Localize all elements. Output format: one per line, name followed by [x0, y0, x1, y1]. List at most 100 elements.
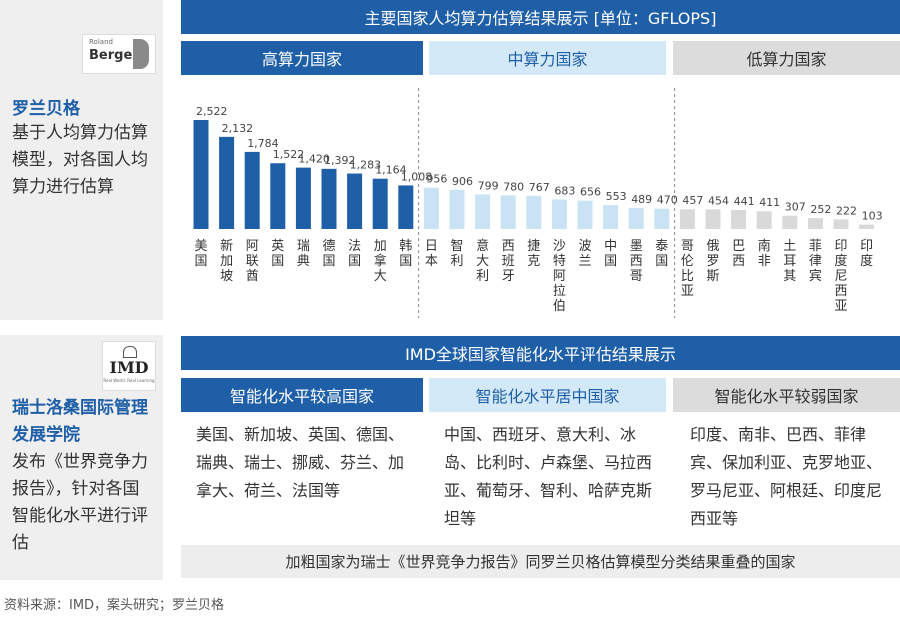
category-label: 德国 — [322, 239, 335, 269]
group-header-low: 低算力国家 — [673, 41, 900, 75]
bar — [731, 209, 747, 229]
category-label: 新加坡 — [220, 238, 233, 284]
group-header-mid: 中算力国家 — [429, 41, 666, 75]
bar-value-label: 906 — [452, 175, 473, 188]
category-label: 智利 — [450, 239, 463, 269]
bar-value-label: 656 — [580, 186, 601, 199]
category-label: 菲律宾 — [809, 239, 822, 284]
category-label: 韩国 — [399, 239, 412, 269]
bar — [833, 219, 849, 229]
group-header-high-label: 高算力国家 — [261, 50, 342, 69]
category-label: 印度尼西亚 — [834, 239, 847, 314]
note-bar: 加粗国家为瑞士《世界竞争力报告》同罗兰贝格估算模型分类结果重叠的国家 — [181, 545, 900, 578]
bar — [219, 136, 235, 229]
bar-value-label: 1,283 — [350, 159, 382, 172]
bar-value-label: 457 — [682, 194, 703, 207]
bar — [398, 185, 414, 229]
imd-logo: IMD Real World. Real Learning — [102, 341, 156, 391]
bar-value-label: 780 — [503, 180, 524, 193]
bottom-title-bar: IMD全球国家智能化水平评估结果展示 — [181, 336, 900, 370]
category-label: 加拿大 — [374, 239, 387, 284]
bar-value-label: 767 — [529, 181, 550, 194]
imd-group-low-text: 印度、南非、巴西、菲律宾、保加利亚、克罗地亚、罗马尼亚、阿根廷、印度尼西亚等 — [690, 425, 883, 528]
bar-value-label: 411 — [759, 196, 780, 209]
imd-group-mid-text: 中国、西班牙、意大利、冰岛、比利时、卢森堡、马拉西亚、葡萄牙、智利、哈萨克斯坦等 — [444, 425, 653, 528]
bar-value-label: 2,132 — [222, 122, 254, 135]
bar-value-label: 2,522 — [196, 105, 228, 118]
bar-value-label: 1,784 — [247, 137, 279, 150]
source-footer: 资料来源：IMD，案头研究；罗兰贝格 — [4, 598, 225, 613]
bar — [551, 199, 567, 229]
note-text: 加粗国家为瑞士《世界竞争力报告》同罗兰贝格估算模型分类结果重叠的国家 — [285, 553, 796, 571]
bar — [244, 151, 260, 229]
category-label: 泰国 — [655, 239, 668, 269]
category-label: 沙特阿拉伯 — [553, 239, 566, 314]
bar-value-label: 1,392 — [324, 154, 356, 167]
bar-value-label: 1,008 — [401, 170, 433, 183]
imd-group-high-text: 美国、新加坡、英国、德国、瑞典、瑞士、挪威、芬兰、加拿大、荷兰、法国等 — [196, 425, 405, 500]
bar — [321, 168, 337, 229]
imd-group-header-mid: 智能化水平居中国家 — [429, 378, 666, 412]
imd-group-header-low: 智能化水平较弱国家 — [673, 378, 900, 412]
bar — [475, 194, 491, 229]
bar-value-label: 454 — [708, 194, 729, 207]
bar-value-label: 489 — [631, 193, 652, 206]
top-title: 主要国家人均算力估算结果展示 [单位：GFLOPS] — [364, 9, 717, 28]
bar-chart: 2,522 美国 2,132 新加坡 1,784 阿联酋 1,522 英国 1,420 瑞典 1,3… — [193, 88, 883, 318]
top-side-text: 基于人均算力估算模型，对各国人均算力进行估算 — [12, 123, 148, 197]
category-label: 哥伦比亚 — [681, 239, 694, 299]
group-header-high: 高算力国家 — [181, 41, 423, 75]
bar — [859, 224, 875, 229]
bar — [526, 195, 542, 229]
logo-b-shape — [133, 39, 149, 69]
imd-logo-sub: Real World. Real Learning — [103, 378, 155, 383]
logo-text: Berger — [89, 48, 139, 63]
category-label: 美国 — [194, 239, 207, 269]
bar — [628, 207, 644, 229]
bar — [500, 195, 516, 229]
category-label: 捷克 — [527, 239, 540, 269]
bar — [193, 120, 209, 229]
imd-group-header-high-label: 智能化水平较高国家 — [229, 387, 374, 406]
category-label: 中国 — [604, 239, 617, 269]
category-label: 印度 — [860, 239, 873, 269]
bar-value-label: 1,420 — [298, 153, 330, 166]
imd-group-header-high: 智能化水平较高国家 — [181, 378, 423, 412]
category-label: 西班牙 — [502, 239, 515, 284]
bar — [577, 200, 593, 229]
imd-logo-text: IMD — [109, 358, 149, 377]
imd-group-header-mid-label: 智能化水平居中国家 — [475, 387, 620, 406]
bar-value-label: 307 — [785, 201, 806, 214]
bar-value-label: 799 — [478, 179, 499, 192]
category-label: 俄罗斯 — [706, 239, 719, 284]
category-label: 瑞典 — [297, 239, 310, 269]
bar — [603, 205, 619, 229]
bar — [372, 178, 388, 229]
bar — [295, 167, 311, 229]
bar-value-label: 252 — [810, 203, 831, 216]
bar — [756, 211, 772, 229]
bar — [270, 163, 286, 229]
bottom-side-text: 发布《世界竞争力报告》，针对各国智能化水平进行评估 — [12, 452, 148, 553]
category-label: 英国 — [271, 239, 284, 269]
category-label: 波兰 — [578, 239, 591, 269]
category-label: 意大利 — [476, 238, 489, 284]
bottom-side-title: 瑞士洛桑国际管理发展学院 — [12, 398, 148, 445]
category-label: 土耳其 — [783, 239, 796, 284]
imd-group-header-low-label: 智能化水平较弱国家 — [714, 387, 859, 406]
bar-value-label: 1,164 — [375, 164, 407, 177]
bar-value-label: 222 — [836, 204, 857, 217]
bar-value-label: 1,522 — [273, 148, 305, 161]
bottom-title: IMD全球国家智能化水平评估结果展示 — [405, 345, 676, 364]
bar-value-label: 470 — [657, 194, 678, 207]
bar — [807, 218, 823, 229]
category-label: 巴西 — [732, 239, 745, 269]
bar-value-label: 441 — [734, 195, 755, 208]
bar-value-label: 103 — [862, 210, 883, 223]
bar — [705, 209, 721, 229]
category-label: 法国 — [348, 239, 361, 269]
bar — [347, 173, 363, 229]
bar — [782, 215, 798, 229]
roland-berger-logo: Roland Berger — [82, 34, 156, 74]
category-label: 墨西哥 — [630, 239, 643, 284]
